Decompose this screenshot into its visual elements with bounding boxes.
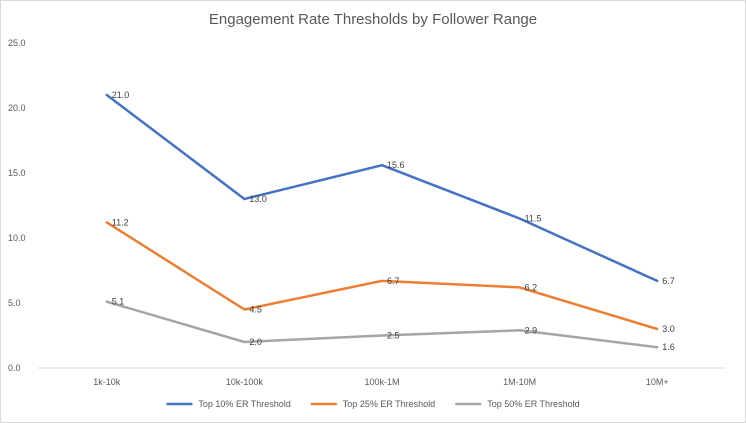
data-label: 6.7 [662, 276, 675, 286]
data-label: 21.0 [112, 90, 130, 100]
y-tick-label: 25.0 [8, 38, 26, 48]
axis-layer: 0.0 5.0 10.0 15.0 20.0 25.0 1k-10k 10k-100k 100k… [8, 38, 726, 387]
legend-label: Top 10% ER Threshold [198, 399, 290, 409]
data-label: 2.5 [387, 331, 400, 341]
data-label: 6.7 [387, 276, 400, 286]
series-line-2 [105, 221, 659, 331]
legend-item: Top 10% ER Threshold [166, 399, 291, 409]
legend-item: Top 25% ER Threshold [310, 399, 435, 409]
y-tick-label: 20.0 [8, 103, 26, 113]
y-tick-label: 15.0 [8, 168, 26, 178]
x-tick-label: 100k-1M [364, 377, 399, 387]
chart-title: Engagement Rate Thresholds by Follower R… [208, 11, 538, 28]
y-tick-label: 10.0 [8, 233, 26, 243]
data-label: 11.5 [525, 214, 542, 224]
y-tick-label: 5.0 [8, 298, 21, 308]
data-label: 15.6 [387, 160, 405, 170]
x-tick-label: 10M+ [646, 377, 669, 387]
legend: Top 10% ER Threshold Top 25% ER Threshold… [166, 399, 580, 409]
data-label-layer: 21.0 13.0 15.6 11.5 6.7 11.2 4.5 6.7 6.2 3.0 5.1 2.… [112, 90, 675, 352]
data-label: 13.0 [249, 194, 267, 204]
data-label: 5.1 [112, 297, 125, 307]
legend-label: Top 50% ER Threshold [487, 399, 579, 409]
series-line-3 [105, 300, 659, 349]
data-label: 2.9 [525, 325, 538, 335]
data-label: 11.2 [112, 217, 129, 227]
data-label: 3.0 [662, 324, 675, 334]
data-label: 6.2 [525, 282, 538, 292]
x-tick-label: 1M-10M [503, 377, 536, 387]
legend-label: Top 25% ER Threshold [343, 399, 435, 409]
x-tick-label: 1k-10k [93, 377, 121, 387]
legend-item: Top 50% ER Threshold [455, 399, 580, 409]
x-tick-label: 10k-100k [226, 377, 264, 387]
y-tick-label: 0.0 [8, 363, 21, 373]
series-layer [105, 93, 659, 349]
data-label: 4.5 [249, 305, 262, 315]
data-label: 2.0 [249, 337, 262, 347]
series-line-1 [105, 93, 659, 283]
data-label: 1.6 [662, 342, 675, 352]
